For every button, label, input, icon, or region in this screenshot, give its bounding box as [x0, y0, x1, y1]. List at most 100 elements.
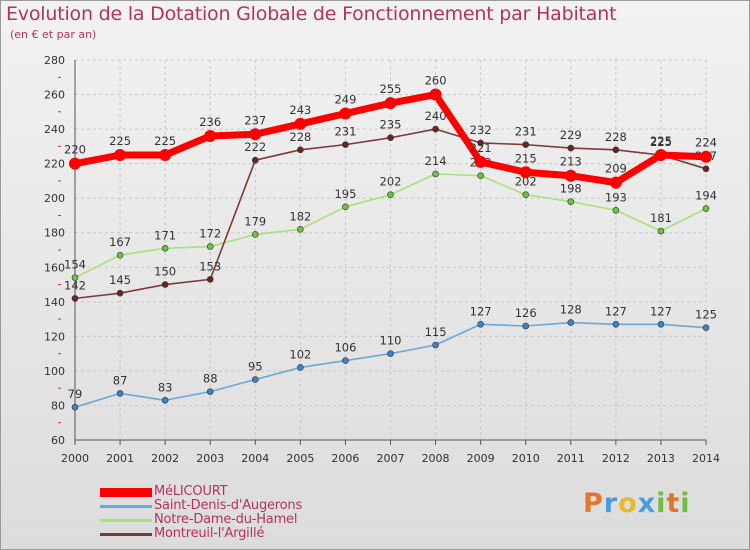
data-label: 128 — [560, 303, 582, 317]
data-label: 115 — [425, 325, 447, 339]
data-label: 182 — [289, 209, 311, 223]
data-label: 95 — [248, 360, 263, 374]
data-label: 249 — [334, 93, 356, 107]
legend-swatch — [100, 505, 152, 508]
data-point — [387, 191, 394, 199]
legend-item-melicourt: MéLICOURT — [100, 484, 400, 499]
logo-letter: i — [656, 488, 667, 519]
data-point — [161, 396, 169, 404]
y-tick-label: 220 — [44, 158, 65, 171]
data-label: 228 — [605, 130, 627, 144]
data-point — [297, 225, 304, 233]
data-label: 193 — [605, 190, 627, 204]
data-point — [522, 322, 530, 330]
y-tick-label: 140 — [44, 296, 65, 309]
data-point — [432, 341, 439, 349]
data-point — [251, 156, 259, 164]
data-label: 142 — [64, 278, 86, 292]
y-tick-label: 60 — [51, 434, 65, 447]
y-tick-label: 160 — [44, 261, 65, 274]
data-point — [297, 364, 304, 371]
data-label: 221 — [470, 141, 492, 155]
y-tick-label: 280 — [44, 54, 65, 67]
data-label: 110 — [380, 334, 402, 348]
data-point — [612, 320, 620, 328]
x-tick-label: 2005 — [286, 452, 314, 465]
data-point — [567, 144, 575, 152]
chart-legend: MéLICOURT Saint-Denis-d'Augerons Notre-Dam… — [100, 484, 400, 541]
data-point — [116, 390, 124, 397]
data-point — [71, 403, 79, 411]
data-point — [432, 125, 439, 133]
data-label: 127 — [650, 304, 672, 318]
data-label: 220 — [64, 143, 86, 157]
data-point — [71, 295, 79, 302]
data-point — [387, 350, 394, 357]
data-label: 236 — [199, 115, 221, 129]
data-point — [342, 357, 349, 364]
data-label: 209 — [605, 162, 627, 176]
data-label: 125 — [695, 308, 717, 322]
data-point — [114, 149, 127, 161]
x-tick-label: 2014 — [692, 452, 720, 465]
x-tick-label: 2006 — [331, 452, 359, 465]
data-label: 255 — [380, 82, 402, 96]
data-label: 225 — [109, 134, 131, 148]
data-point — [342, 203, 349, 211]
y-tick-label: 180 — [44, 227, 65, 240]
data-point — [161, 281, 169, 288]
data-label: 213 — [560, 155, 582, 169]
data-label: 225 — [154, 134, 176, 148]
data-point — [429, 88, 442, 101]
data-point — [700, 150, 712, 163]
data-label: 172 — [199, 227, 221, 241]
data-point — [567, 319, 575, 326]
data-label: 222 — [244, 140, 266, 154]
data-label: 127 — [470, 304, 492, 318]
data-label: 179 — [244, 214, 266, 228]
data-label: 167 — [109, 235, 131, 249]
data-point — [702, 205, 710, 212]
x-tick-label: 2012 — [602, 452, 630, 465]
data-label: 126 — [515, 306, 537, 320]
x-tick-label: 2013 — [647, 452, 675, 465]
data-point — [342, 141, 349, 148]
data-label: 195 — [334, 187, 356, 201]
series-montreuil-l-argille: 142 145 150 153 222 228 231 235 240 232 231 229 228 2… — [64, 109, 717, 302]
legend-item-saint-denis-d-augerons: Saint-Denis-d'Augerons — [100, 498, 400, 513]
data-label: 231 — [515, 125, 537, 139]
data-point — [206, 388, 214, 395]
data-point — [519, 166, 532, 179]
data-label: 237 — [244, 113, 266, 127]
data-label: 224 — [695, 136, 717, 150]
legend-item-notre-dame-du-hamel: Notre-Dame-du-Hamel — [100, 512, 400, 527]
y-tick-label: 260 — [44, 89, 65, 102]
data-point — [432, 170, 439, 178]
data-point — [206, 243, 214, 250]
data-point — [251, 376, 259, 383]
data-point — [609, 176, 622, 189]
data-point — [477, 320, 484, 328]
data-point — [387, 134, 394, 142]
legend-swatch — [100, 519, 152, 522]
data-point — [657, 227, 665, 235]
x-tick-label: 2002 — [151, 452, 179, 465]
legend-label: Montreuil-l'Argillé — [154, 526, 265, 541]
x-tick-label: 2004 — [241, 452, 269, 465]
data-label: 154 — [64, 258, 86, 272]
legend-item-montreuil-l-argille: Montreuil-l'Argillé — [100, 526, 400, 541]
data-point — [654, 149, 667, 161]
data-point — [522, 191, 530, 199]
data-label: 225 — [650, 134, 672, 148]
chart-title: Evolution de la Dotation Globale de Fonc… — [6, 3, 617, 25]
series-saint-denis-d-augerons: 79 87 83 88 95 102 106 110 115 127 126 128 127 127 125 — [68, 303, 717, 411]
legend-swatch — [100, 488, 152, 497]
data-point — [612, 146, 620, 154]
logo-letter: t — [666, 488, 681, 519]
data-point — [249, 128, 262, 141]
series-notre-dame-du-hamel: 154 167 171 172 179 182 195 202 214 213 202 198 193 1… — [64, 154, 717, 281]
data-point — [474, 155, 487, 168]
logo-letter: x — [637, 488, 657, 519]
